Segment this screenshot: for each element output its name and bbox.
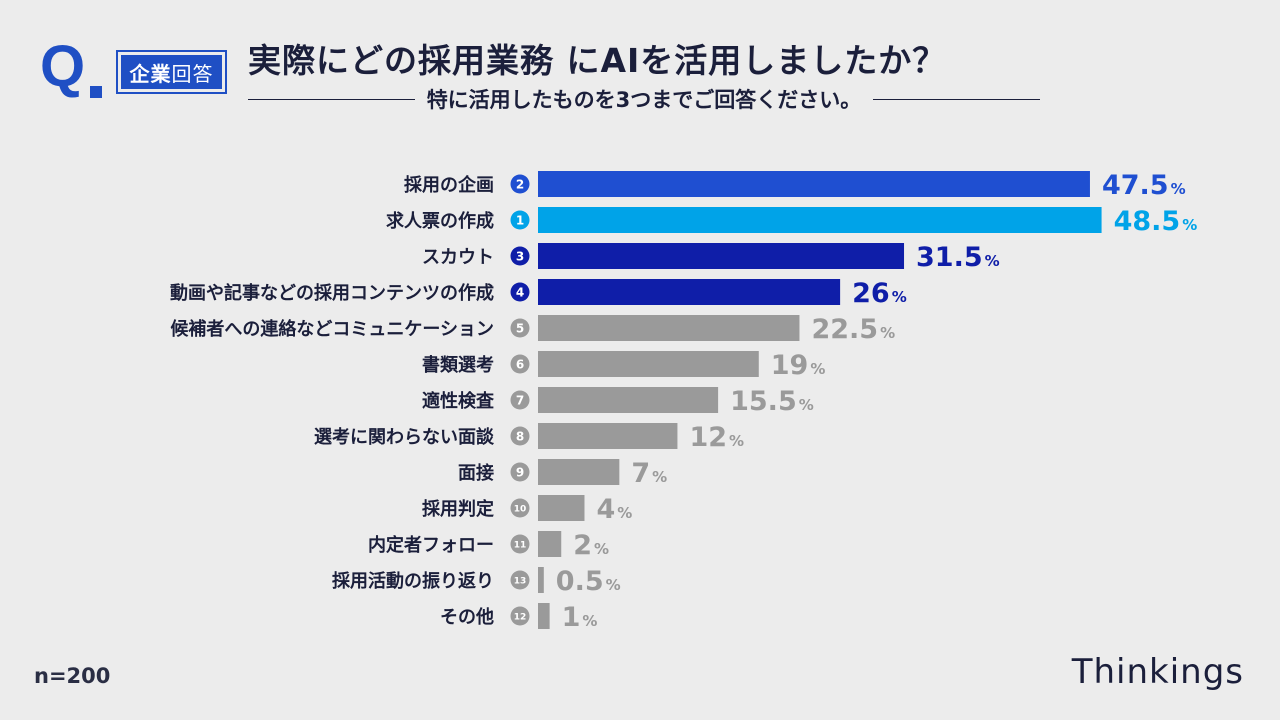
category-label: 動画や記事などの採用コンテンツの作成 (170, 282, 494, 304)
value-unit: % (810, 360, 825, 378)
value-unit: % (606, 576, 621, 594)
category-label: 適性検査 (422, 390, 494, 412)
value-label: 26% (852, 278, 907, 309)
rank-badge (510, 246, 530, 266)
rank-badge (510, 498, 530, 518)
value-unit: % (985, 252, 1000, 270)
category-label: 候補者への連絡などコミュニケーション (170, 318, 494, 340)
value-unit: % (652, 468, 667, 486)
rank-number: 3 (516, 250, 524, 264)
subtitle-rule-left (248, 98, 415, 100)
rank-badge (510, 570, 530, 590)
rank-number: 5 (516, 322, 524, 336)
rank-badge (510, 426, 530, 446)
value-label: 2% (573, 530, 609, 561)
rank-badge (510, 534, 530, 554)
value-unit: % (880, 324, 895, 342)
rank-number: 8 (516, 430, 524, 444)
respondent-badge: 企業 回答 (116, 50, 227, 94)
value-label: 31.5% (916, 242, 1000, 273)
rank-badge (510, 390, 530, 410)
rank-badge (510, 354, 530, 374)
brand-logo: Thinkings (1071, 652, 1244, 692)
rank-badge (510, 318, 530, 338)
respondent-badge-inner: 企業 回答 (121, 55, 222, 89)
value-label: 22.5% (811, 314, 895, 345)
rank-number: 13 (514, 577, 527, 587)
rank-badge (510, 606, 530, 626)
bar (538, 315, 800, 341)
value-label: 47.5% (1102, 170, 1186, 201)
category-label: 採用の企画 (404, 174, 494, 196)
bar (538, 603, 550, 629)
value-unit: % (617, 504, 632, 522)
category-label: 面接 (458, 462, 494, 484)
value-unit: % (729, 432, 744, 450)
value-label: 12% (689, 422, 744, 453)
value-label: 19% (771, 350, 826, 381)
bar (538, 495, 585, 521)
rank-number: 10 (514, 505, 527, 515)
bar (538, 459, 620, 485)
bar (538, 567, 544, 593)
value-label: 1% (562, 602, 598, 633)
category-label: 内定者フォロー (368, 534, 494, 556)
bar (538, 171, 1090, 197)
value-unit: % (1182, 216, 1197, 234)
value-unit: % (594, 540, 609, 558)
bar (538, 387, 719, 413)
rank-number: 9 (516, 466, 524, 480)
badge-main-text: 企業 (129, 61, 172, 86)
subtitle-rule-right (873, 98, 1040, 100)
sample-size: n=200 (34, 664, 111, 688)
bar (538, 531, 562, 557)
rank-badge (510, 174, 530, 194)
value-unit: % (892, 288, 907, 306)
bar (538, 423, 678, 449)
category-label: 採用活動の振り返り (332, 570, 494, 592)
bar (538, 351, 759, 377)
rank-number: 2 (516, 178, 524, 192)
value-label: 0.5% (556, 566, 621, 597)
rank-number: 1 (516, 214, 524, 228)
category-label: スカウト (422, 247, 494, 268)
rank-badge (510, 282, 530, 302)
chart-title: 実際にどの採用業務 にAIを活用しましたか？ (248, 41, 947, 80)
rank-badge (510, 210, 530, 230)
category-label: その他 (440, 606, 494, 628)
chart-subtitle: 特に活用したものを3つまでご回答ください。 (426, 88, 862, 112)
category-label: 書類選考 (422, 354, 494, 376)
rank-number: 11 (514, 541, 527, 551)
value-label: 7% (631, 458, 667, 489)
value-unit: % (1171, 180, 1186, 198)
bar (538, 207, 1102, 233)
rank-number: 4 (516, 286, 524, 300)
subtitle-row: 特に活用したものを3つまでご回答ください。 (248, 86, 1040, 112)
value-unit: % (799, 396, 814, 414)
rank-number: 6 (516, 358, 524, 372)
category-label: 採用判定 (422, 498, 494, 520)
q-mark: Q (40, 34, 85, 99)
value-unit: % (582, 612, 597, 630)
rank-badge (510, 462, 530, 482)
category-label: 選考に関わらない面談 (314, 426, 495, 448)
badge-sub-text: 回答 (171, 61, 214, 86)
value-label: 4% (596, 494, 632, 525)
q-dot (90, 86, 102, 98)
rank-number: 12 (514, 613, 527, 623)
value-label: 15.5% (730, 386, 814, 417)
bar (538, 243, 905, 269)
rank-number: 7 (516, 394, 524, 408)
category-label: 求人票の作成 (386, 210, 494, 232)
value-label: 48.5% (1114, 206, 1198, 237)
bar (538, 279, 841, 305)
